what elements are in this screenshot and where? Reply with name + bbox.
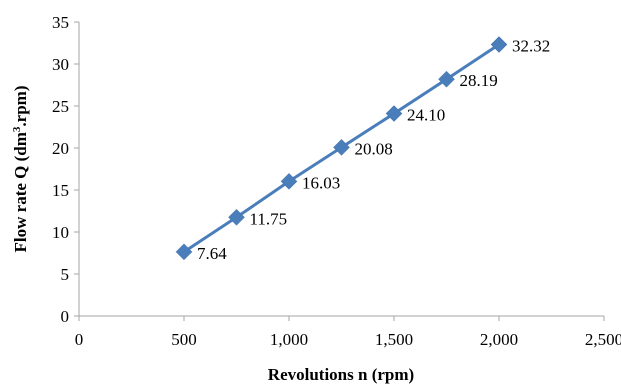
- y-tick-label: 35: [52, 13, 69, 32]
- series-layer: [175, 36, 508, 261]
- x-tick-label: 1,000: [270, 330, 308, 349]
- data-point-marker: [333, 138, 350, 156]
- data-label: 24.10: [407, 106, 445, 125]
- x-axis-title: Revolutions n (rpm): [268, 365, 414, 384]
- y-tick-label: 10: [52, 223, 69, 242]
- data-point-marker: [438, 70, 455, 88]
- x-tick-label: 0: [75, 330, 84, 349]
- x-axis-ticks: 0 500 1,000 1,500 2,000 2,500: [75, 316, 621, 349]
- y-tick-label: 0: [61, 307, 70, 326]
- x-tick-label: 1,500: [375, 330, 413, 349]
- data-label: 7.64: [197, 244, 227, 263]
- x-tick-label: 2,000: [480, 330, 518, 349]
- y-axis-title: Flow rate Q (dm3.rpm): [11, 86, 30, 253]
- data-label: 28.19: [460, 71, 498, 90]
- data-label: 20.08: [355, 139, 393, 158]
- y-axis-title-main: Flow rate Q (dm: [11, 132, 30, 252]
- y-axis-ticks: 0 5 10 15 20 25 30 35: [52, 13, 79, 326]
- y-tick-label: 30: [52, 55, 69, 74]
- data-label: 16.03: [302, 173, 340, 192]
- y-tick-label: 25: [52, 97, 69, 116]
- y-tick-label: 15: [52, 181, 69, 200]
- data-labels: 7.64 11.75 16.03 20.08 24.10 28.19 32.32: [197, 37, 550, 263]
- data-point-marker: [490, 36, 508, 53]
- chart-axes: [78, 22, 604, 317]
- y-axis-title-superscript: 3: [11, 126, 23, 132]
- data-point-marker: [228, 208, 245, 226]
- data-label: 32.32: [512, 37, 550, 56]
- x-tick-label: 2,500: [585, 330, 621, 349]
- x-tick-label: 500: [171, 330, 197, 349]
- y-axis-title-rest: .rpm): [11, 86, 30, 127]
- y-tick-label: 20: [52, 139, 69, 158]
- data-point-marker: [175, 243, 193, 261]
- data-point-marker: [385, 105, 403, 122]
- y-tick-label: 5: [61, 265, 70, 284]
- data-point-marker: [280, 172, 298, 190]
- data-label: 11.75: [250, 209, 288, 228]
